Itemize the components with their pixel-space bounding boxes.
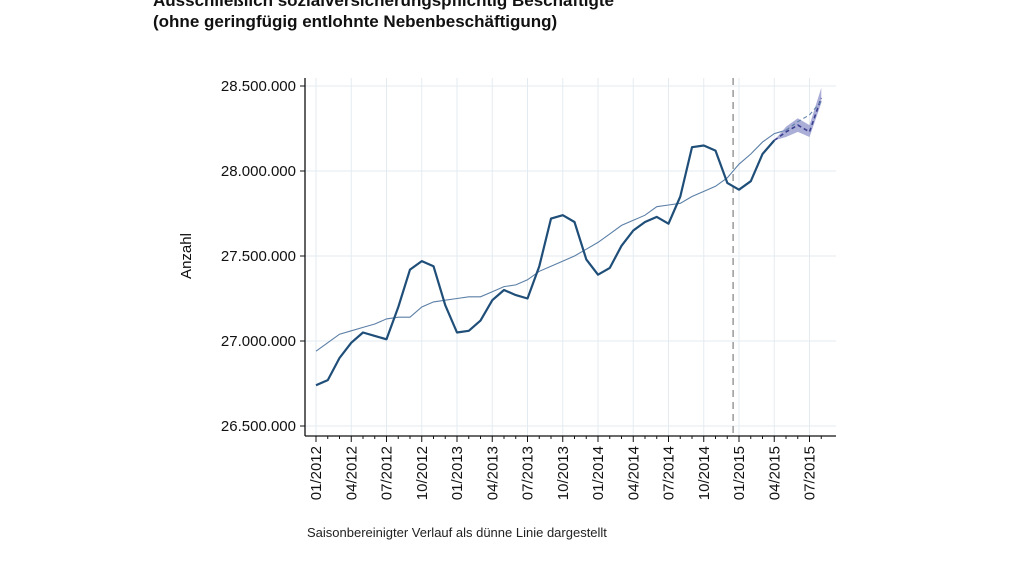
chart-title-line1: Ausschließlich sozialversicherungspflich… bbox=[153, 0, 615, 10]
labels-layer: 26.500.000 27.000.000 27.500.000 28.000.000… bbox=[221, 78, 819, 500]
x-tick-label: 04/2014 bbox=[625, 446, 642, 500]
x-tick-label: 07/2012 bbox=[379, 446, 396, 500]
y-tick-label: 27.500.000 bbox=[221, 248, 296, 265]
x-tick-label: 01/2014 bbox=[590, 446, 607, 500]
y-tick-label: 27.000.000 bbox=[221, 333, 296, 350]
x-tick-label: 10/2012 bbox=[414, 446, 431, 500]
x-tick-label: 07/2013 bbox=[520, 446, 537, 500]
x-tick-label: 01/2012 bbox=[308, 446, 325, 500]
original-series-line bbox=[315, 139, 776, 387]
x-tick-label: 04/2013 bbox=[484, 446, 501, 500]
x-tick-label: 04/2012 bbox=[343, 446, 360, 500]
axes-layer bbox=[300, 78, 836, 442]
footnote: Saisonbereinigter Verlauf als dünne Lini… bbox=[307, 525, 607, 540]
x-tick-label: 10/2013 bbox=[555, 446, 572, 500]
y-tick-label: 28.000.000 bbox=[221, 163, 296, 180]
y-tick-label: 28.500.000 bbox=[221, 78, 296, 95]
x-tick-label: 07/2015 bbox=[802, 446, 819, 500]
grid-layer bbox=[305, 78, 836, 436]
series-layer bbox=[315, 78, 823, 436]
x-tick-label: 04/2015 bbox=[766, 446, 783, 500]
x-tick-label: 07/2014 bbox=[661, 446, 678, 500]
y-axis-title: Anzahl bbox=[178, 233, 195, 279]
chart-title-line2: (ohne geringfügig entlohnte Nebenbeschäf… bbox=[153, 12, 558, 31]
y-tick-label: 26.500.000 bbox=[221, 418, 296, 435]
x-tick-label: 01/2013 bbox=[449, 446, 466, 500]
forecast-line bbox=[773, 97, 823, 142]
x-tick-label: 01/2015 bbox=[731, 446, 748, 500]
forecast-seasonal-line bbox=[785, 100, 822, 131]
forecast-confidence-band bbox=[774, 87, 822, 141]
x-tick-label: 10/2014 bbox=[696, 446, 713, 500]
